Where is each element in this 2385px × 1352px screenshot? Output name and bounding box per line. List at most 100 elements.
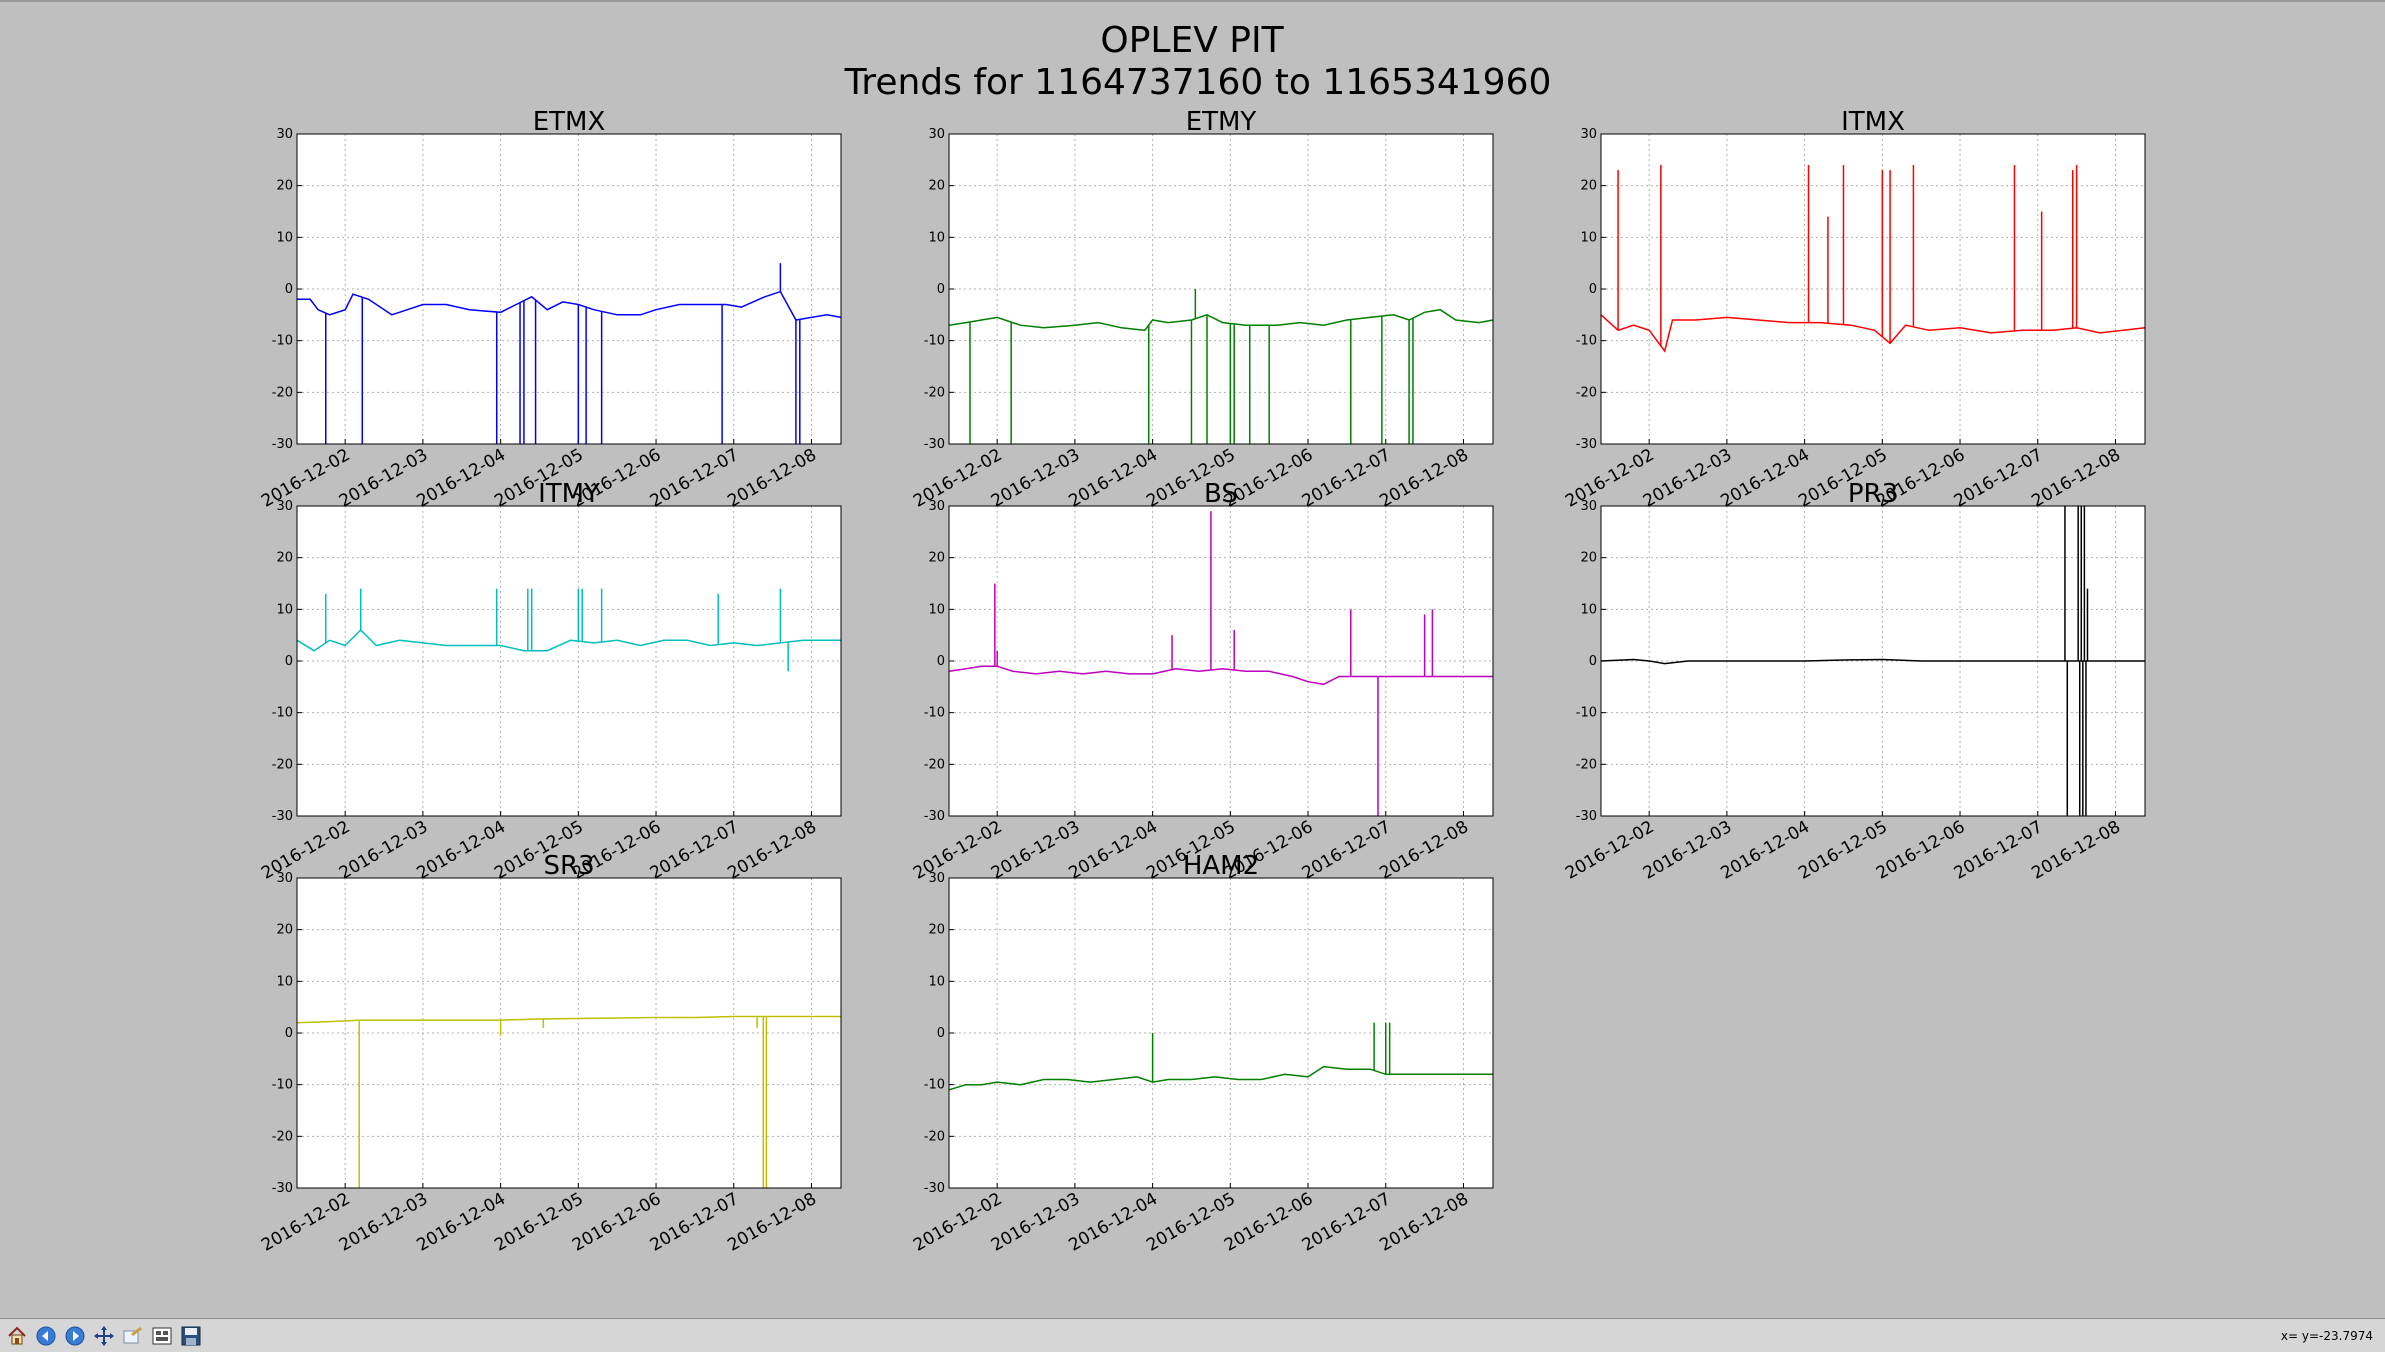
y-tick-label: -20 xyxy=(1576,385,1597,400)
subplot-title: PR3 xyxy=(1848,479,1898,509)
subplots-icon xyxy=(152,1327,171,1344)
navigation-toolbar: x= y=-23.7974 xyxy=(0,1318,2385,1352)
y-tick-label: 10 xyxy=(928,230,945,245)
y-tick-label: 0 xyxy=(937,1026,945,1041)
x-tick-label: 2016-12-08 xyxy=(1376,1189,1472,1256)
series-line xyxy=(1600,658,2145,665)
y-tick-label: 30 xyxy=(928,871,945,886)
y-tick-label: -30 xyxy=(272,437,293,452)
figure-title: OPLEV PIT xyxy=(1100,20,1284,61)
x-tick-label: 2016-12-08 xyxy=(724,1189,820,1256)
y-tick-label: -20 xyxy=(272,757,293,772)
zoom-button[interactable] xyxy=(120,1323,145,1348)
y-tick-label: 30 xyxy=(276,871,293,886)
y-tick-label: 0 xyxy=(1589,282,1597,297)
y-tick-label: 20 xyxy=(276,179,293,194)
y-tick-label: -10 xyxy=(924,706,945,721)
series-line xyxy=(296,1015,841,1024)
y-tick-label: 0 xyxy=(1589,654,1597,669)
y-tick-label: -20 xyxy=(1576,757,1597,772)
y-tick-label: 10 xyxy=(276,602,293,617)
figure-canvas: OPLEV PIT Trends for 1164737160 to 11653… xyxy=(0,0,2385,1256)
subplot-itmy: -30-20-1001020302016-12-022016-12-032016… xyxy=(258,479,842,884)
y-tick-label: 0 xyxy=(285,282,293,297)
pan-button[interactable] xyxy=(91,1323,116,1348)
figure-svg: OPLEV PIT Trends for 1164737160 to 11653… xyxy=(258,20,2146,1256)
subplot-title: ITMY xyxy=(538,479,600,509)
series-line xyxy=(297,290,842,321)
axes-frame xyxy=(1600,505,2146,817)
y-tick-label: -10 xyxy=(272,706,293,721)
back-button[interactable] xyxy=(33,1323,58,1348)
y-tick-label: 0 xyxy=(937,654,945,669)
y-tick-label: 30 xyxy=(276,127,293,142)
y-tick-label: -30 xyxy=(1576,809,1597,824)
y-tick-label: 10 xyxy=(928,602,945,617)
y-tick-label: -10 xyxy=(272,334,293,349)
subplots-button[interactable] xyxy=(149,1323,174,1348)
axes-frame xyxy=(296,505,842,817)
y-tick-label: -10 xyxy=(924,334,945,349)
y-tick-label: 0 xyxy=(285,1026,293,1041)
y-tick-label: 0 xyxy=(285,654,293,669)
y-tick-label: -30 xyxy=(272,1181,293,1196)
subplot-etmy: -30-20-1001020302016-12-022016-12-032016… xyxy=(910,107,1494,512)
y-tick-label: -20 xyxy=(272,385,293,400)
subplot-title: BS xyxy=(1204,479,1238,509)
y-tick-label: -10 xyxy=(272,1078,293,1093)
forward-button[interactable] xyxy=(62,1323,87,1348)
y-tick-label: -20 xyxy=(924,385,945,400)
y-tick-label: -10 xyxy=(1576,334,1597,349)
y-tick-label: -20 xyxy=(924,757,945,772)
subplot-sr3: -30-20-1001020302016-12-022016-12-032016… xyxy=(258,851,842,1256)
x-tick-label: 2016-12-08 xyxy=(2028,445,2124,512)
subplot-pr3: -30-20-1001020302016-12-022016-12-032016… xyxy=(1562,479,2146,884)
back-arrow-icon xyxy=(36,1326,55,1345)
x-tick-label: 2016-12-08 xyxy=(1376,445,1472,512)
y-tick-label: -30 xyxy=(924,809,945,824)
axes-frame xyxy=(1600,133,2146,445)
subplot-itmx: -30-20-1001020302016-12-022016-12-032016… xyxy=(1562,107,2146,512)
y-tick-label: 30 xyxy=(1580,499,1597,514)
axes-frame xyxy=(948,877,1494,1189)
axes-frame xyxy=(948,505,1494,817)
axes-frame xyxy=(296,133,842,445)
y-tick-label: -30 xyxy=(924,1181,945,1196)
y-tick-label: 10 xyxy=(928,974,945,989)
x-tick-label: 2016-12-08 xyxy=(724,445,820,512)
y-tick-label: -30 xyxy=(272,809,293,824)
y-tick-label: -20 xyxy=(272,1129,293,1144)
x-tick-label: 2016-12-08 xyxy=(2028,817,2124,884)
subplot-title: SR3 xyxy=(543,851,594,881)
subplot-title: HAM2 xyxy=(1183,851,1259,881)
y-tick-label: 20 xyxy=(928,551,945,566)
axes-frame xyxy=(948,133,1494,445)
y-tick-label: 10 xyxy=(1580,230,1597,245)
subplot-etmx: -30-20-1001020302016-12-022016-12-032016… xyxy=(258,107,842,512)
y-tick-label: -30 xyxy=(924,437,945,452)
y-tick-label: -20 xyxy=(924,1129,945,1144)
y-tick-label: 20 xyxy=(276,551,293,566)
y-tick-label: -30 xyxy=(1576,437,1597,452)
y-tick-label: 10 xyxy=(1580,602,1597,617)
y-tick-label: 20 xyxy=(928,179,945,194)
subplot-bs: -30-20-1001020302016-12-022016-12-032016… xyxy=(910,479,1494,884)
series-line xyxy=(948,308,1494,332)
subplot-title: ETMY xyxy=(1186,107,1257,137)
y-tick-label: 20 xyxy=(928,923,945,938)
save-icon xyxy=(181,1326,200,1345)
pan-icon xyxy=(93,1325,114,1346)
series-line xyxy=(948,665,1493,686)
y-tick-label: -10 xyxy=(924,1078,945,1093)
home-icon xyxy=(7,1326,26,1344)
subplot-title: ETMX xyxy=(533,107,606,137)
series-line xyxy=(1600,314,2146,353)
subplot-ham2: -30-20-1001020302016-12-022016-12-032016… xyxy=(910,851,1494,1256)
coordinate-readout: x= y=-23.7974 xyxy=(2280,1329,2373,1343)
y-tick-label: 20 xyxy=(1580,551,1597,566)
save-button[interactable] xyxy=(178,1323,203,1348)
home-button[interactable] xyxy=(4,1323,29,1348)
y-tick-label: 30 xyxy=(276,499,293,514)
series-line xyxy=(948,1065,1493,1091)
y-tick-label: 30 xyxy=(1580,127,1597,142)
